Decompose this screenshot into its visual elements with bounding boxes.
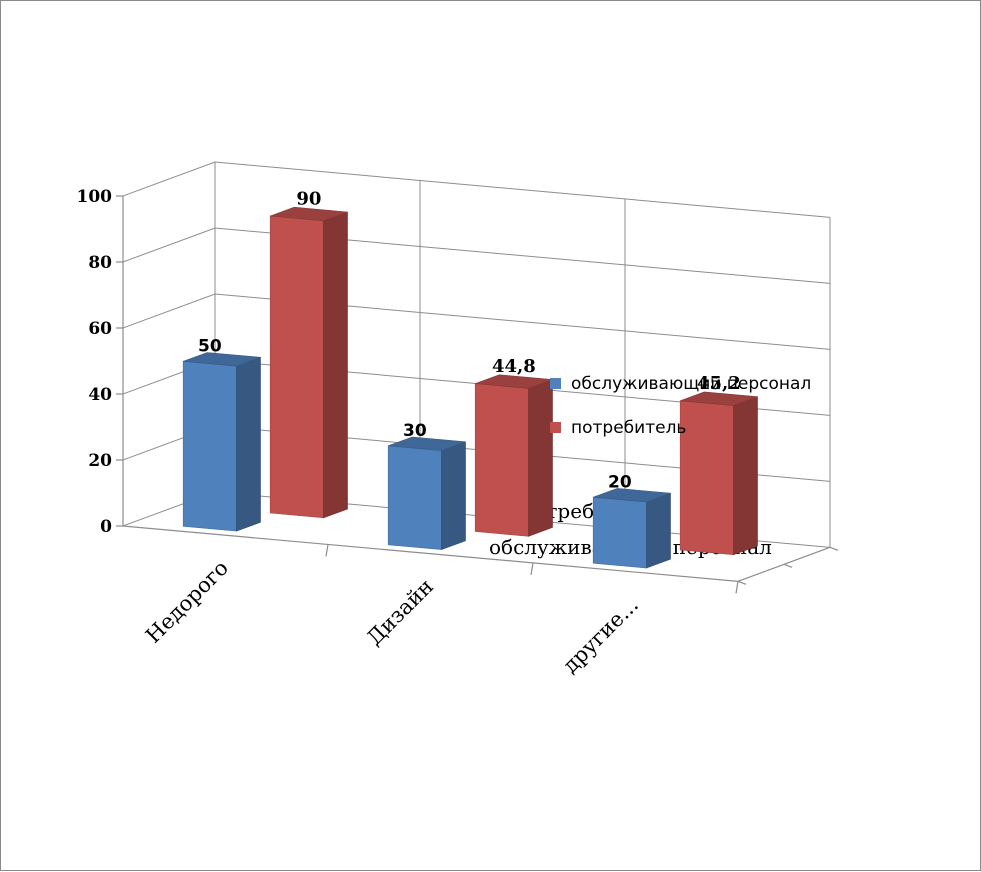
bar bbox=[679, 391, 758, 556]
bar-front-face bbox=[182, 360, 237, 532]
bar-side-face bbox=[646, 492, 671, 569]
data-label: 90 bbox=[296, 188, 321, 209]
x-tick-mark bbox=[735, 581, 739, 594]
depth-tick-mark bbox=[783, 563, 793, 568]
y-tick-label: 60 bbox=[88, 319, 112, 339]
legend-label: потребитель bbox=[571, 418, 686, 438]
depth-tick-mark bbox=[737, 580, 747, 585]
bar-top-face bbox=[270, 206, 348, 222]
y-tick-label: 20 bbox=[88, 451, 112, 471]
x-tick-label: Недорого bbox=[141, 556, 233, 648]
bars: 90 44,8 45,2 50 30 20 bbox=[182, 188, 758, 569]
bar-side-face bbox=[236, 356, 261, 532]
data-label: 30 bbox=[403, 421, 427, 441]
bar-front-face bbox=[679, 400, 734, 556]
bar bbox=[474, 374, 553, 537]
bar bbox=[182, 352, 261, 532]
legend: обслуживающий персонал потребитель bbox=[550, 374, 811, 438]
bar bbox=[269, 206, 348, 519]
data-label: 20 bbox=[608, 473, 632, 493]
bar-top-face bbox=[183, 352, 261, 367]
gridline bbox=[122, 293, 831, 350]
data-label: 44,8 bbox=[492, 356, 536, 377]
bar-front-face bbox=[269, 215, 324, 519]
bar-front-face bbox=[387, 445, 442, 550]
x-tick-label: другие... bbox=[558, 593, 643, 678]
bar-front-face bbox=[474, 383, 529, 537]
bar-top-face bbox=[593, 488, 671, 503]
data-label: 50 bbox=[198, 337, 222, 357]
legend-swatch bbox=[550, 378, 561, 389]
x-tick-label: Дизайн bbox=[362, 574, 438, 650]
bar bbox=[592, 488, 671, 569]
depth-tick-mark bbox=[829, 546, 839, 551]
bar-top-face bbox=[388, 436, 466, 451]
bar-side-face bbox=[528, 379, 553, 537]
x-tick-mark bbox=[530, 562, 534, 575]
x-axis-line bbox=[122, 525, 739, 582]
bar-top-face bbox=[680, 391, 758, 406]
gridline bbox=[122, 227, 831, 284]
bar-front-face bbox=[592, 496, 647, 569]
gridline bbox=[122, 161, 831, 218]
legend-label: обслуживающий персонал bbox=[571, 374, 811, 394]
y-tick-label: 80 bbox=[88, 253, 112, 273]
legend-swatch bbox=[550, 422, 561, 433]
y-tick-label: 100 bbox=[77, 187, 113, 207]
bar-side-face bbox=[441, 441, 466, 551]
bar-side-face bbox=[733, 396, 758, 556]
data-label: 45,2 bbox=[697, 373, 741, 394]
x-tick-mark bbox=[325, 544, 329, 557]
bar bbox=[387, 436, 466, 551]
y-tick-label: 0 bbox=[100, 517, 112, 537]
bar-side-face bbox=[323, 211, 348, 519]
y-tick-label: 40 bbox=[88, 385, 112, 405]
